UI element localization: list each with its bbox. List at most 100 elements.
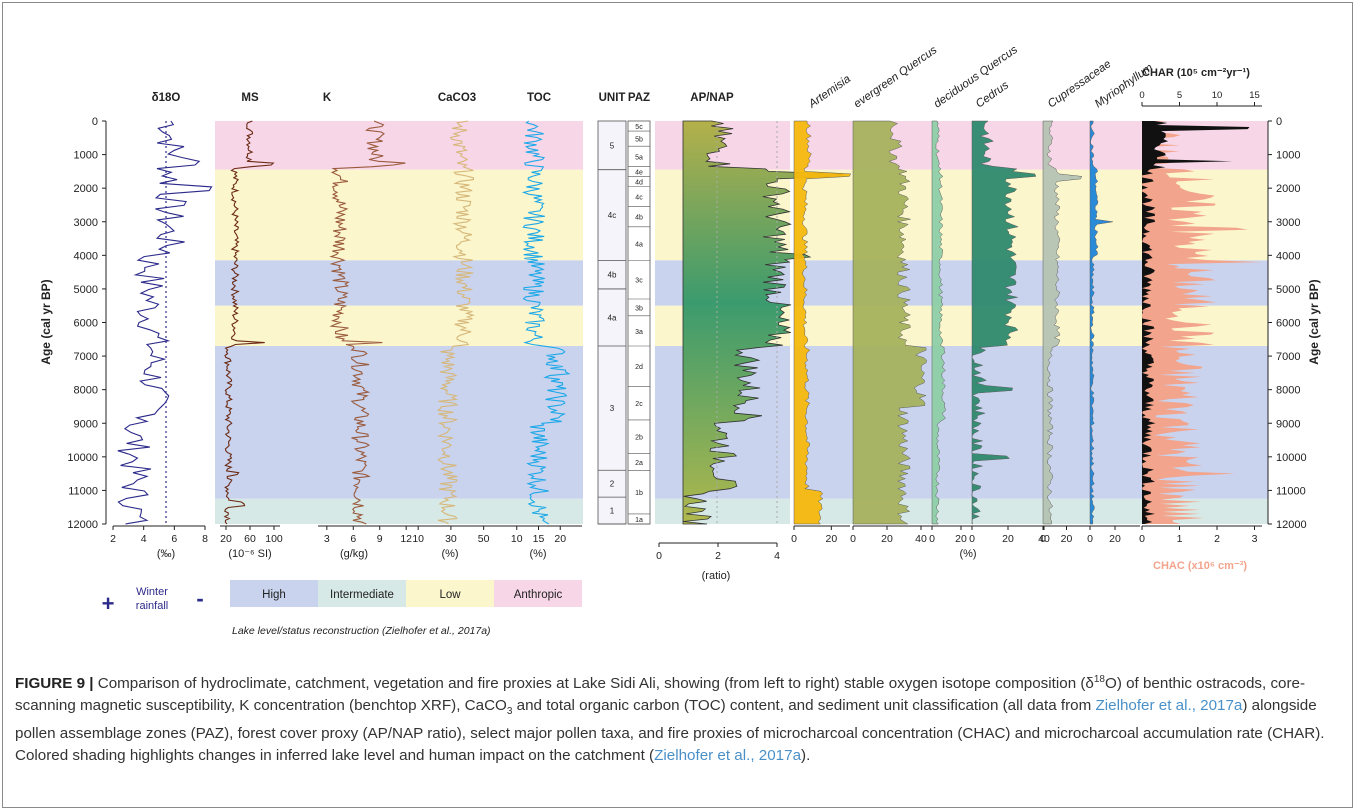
decq-tick-label-20: 20 [955,533,967,545]
legend-label-1: Intermediate [330,589,394,601]
apnap-tick-label-4: 4 [774,550,780,562]
k-curve [329,120,406,525]
unit-label-2: 2 [610,480,615,489]
caption-label: FIGURE 9 | [15,675,94,693]
d18o-tick-label-2: 2 [110,533,116,545]
band-high-2-0 [215,260,583,306]
legend-swatch-1 [318,580,406,607]
unit-label-4b: 4b [608,271,617,280]
caption-text-1: Comparison of hydroclimate, catchment, v… [93,675,1094,693]
figure-caption: FIGURE 9 | Comparison of hydroclimate, c… [15,669,1345,767]
age-tick-label-left-5000: 5000 [74,284,98,296]
pollen-title-3: Cedrus [974,79,1011,110]
ms-tick-label-20: 20 [220,533,232,545]
age-tick-label-left-1000: 1000 [74,150,98,162]
pollen-title-1: evergreen Quercus [852,44,940,110]
band-intermediate-5-0 [215,498,583,524]
age-tick-label-right-2000: 2000 [1276,183,1300,195]
proxy-curves [117,120,1263,525]
rainfall-label-1: Winter [136,586,168,598]
paz-label-4a: 4a [635,242,643,249]
caption-citation-1[interactable]: Zielhofer et al., 2017a [1095,697,1243,715]
evq-area [852,120,927,525]
paz-label-4c: 4c [635,195,643,202]
char-top-tick-label-15: 15 [1249,90,1260,101]
char-top-tick-label-0: 0 [1139,90,1144,101]
age-tick-label-right-4000: 4000 [1276,250,1300,262]
axis-title-left: Age (cal yr BP) [39,279,53,364]
myrio-tick-label-0: 0 [1087,533,1093,545]
d18o-tick-label-6: 6 [171,533,177,545]
paz-label-4e: 4e [635,169,643,176]
age-tick-label-right-0: 0 [1276,116,1282,128]
paz-label-1b: 1b [635,490,643,497]
unit-label-1: 1 [610,507,615,516]
toc-tick-label-20: 20 [554,533,566,545]
panel-title-7: AP/NAP [690,92,734,104]
panel-title-6: PAZ [628,92,650,104]
char-top-tick-label-10: 10 [1212,90,1223,101]
ms-tick-label-100: 100 [265,533,283,545]
unit-caco3: (%) [441,548,458,560]
unit-ms: (10⁻⁶ SI) [228,548,271,560]
caption-sup: 18 [1093,674,1105,685]
age-tick-label-left-9000: 9000 [74,418,98,430]
paz-label-3a: 3a [635,329,643,336]
paz-label-3b: 3b [635,305,643,312]
age-tick-label-right-12000: 12000 [1276,519,1307,531]
caco3-tick-label-10: 10 [412,533,424,545]
age-tick-label-right-1000: 1000 [1276,150,1300,162]
toc-curve [521,120,571,525]
cupr-tick-label-20: 20 [1061,533,1073,545]
chac-tick-label-3: 3 [1252,533,1258,545]
paz-label-2a: 2a [635,460,643,467]
legend-swatch-0 [230,580,318,607]
artemisia-area [793,120,852,525]
char-title: CHAR (10⁵ cm⁻²yr⁻¹) [1142,67,1250,79]
band-intermediate-5-1 [655,498,790,524]
legend-label-2: Low [439,589,461,601]
chac-tick-label-2: 2 [1214,533,1220,545]
paz-label-4b: 4b [635,215,643,222]
paz-label-5a: 5a [635,154,643,161]
char-top-tick-label-5: 5 [1177,90,1182,101]
d18o-curve [117,120,213,525]
age-tick-label-left-2000: 2000 [74,183,98,195]
k-tick-label-12: 12 [400,533,412,545]
panel-title-4: TOC [527,92,551,104]
unit-k: (g/kg) [340,548,368,560]
ms-curve [223,120,275,525]
axis-title-right: Age (cal yr BP) [1307,279,1321,364]
toc-tick-label-15: 15 [533,533,545,545]
artemisia-tick-label-0: 0 [791,533,797,545]
d18o-tick-label-4: 4 [141,533,147,545]
unit-label-4a: 4a [608,313,617,322]
pollen-title-0: Artemisia [806,73,853,111]
evq-tick-label-0: 0 [850,533,856,545]
age-tick-label-left-12000: 12000 [67,519,98,531]
age-tick-label-right-10000: 10000 [1276,452,1307,464]
apnap-tick-label-0: 0 [656,550,662,562]
panel-title-1: MS [241,92,259,104]
age-tick-label-right-8000: 8000 [1276,385,1300,397]
caption-citation-2[interactable]: Zielhofer et al., 2017a [654,747,802,765]
unit-d18o: (‰) [157,548,175,560]
paz-label-4d: 4d [635,179,643,186]
axes [102,102,1272,607]
caption-text-5: ). [801,747,811,765]
age-tick-label-left-4000: 4000 [74,250,98,262]
myrio-tick-label-20: 20 [1109,533,1121,545]
k-tick-label-3: 3 [324,533,330,545]
evq-tick-label-40: 40 [915,533,927,545]
band-low-1-0 [215,169,583,261]
chac-label: CHAC (x10⁶ cm⁻³) [1153,560,1247,572]
ms-tick-label-60: 60 [244,533,256,545]
caption-text-2: O) of benthic ostracods, core-scanning m… [15,675,1306,715]
paz-label-1a: 1a [635,517,643,524]
unit-label-4c: 4c [608,211,616,220]
caco3-tick-label-50: 50 [478,533,490,545]
paz-label-2c: 2c [635,401,643,408]
legend-label-3: Anthropic [514,589,563,601]
paz-label-3c: 3c [635,278,643,285]
